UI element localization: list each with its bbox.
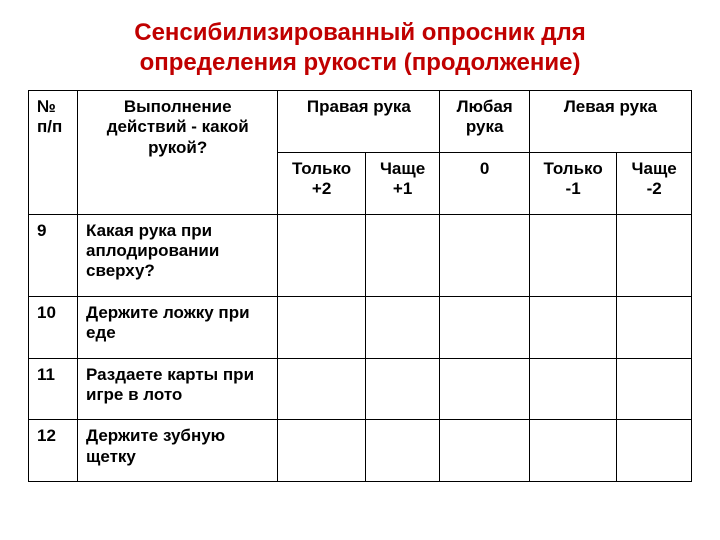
- cell-right-more: [365, 358, 440, 420]
- col-header-any-zero: 0: [440, 152, 530, 214]
- col-header-left-more: Чаще -2: [617, 152, 692, 214]
- cell-right-more: [365, 420, 440, 482]
- title-line-1: Сенсибилизированный опросник для: [134, 19, 585, 46]
- questionnaire-table: № п/п Выполнение действий - какой рукой?…: [28, 90, 692, 482]
- cell-right-only: [278, 358, 365, 420]
- cell-right-more: [365, 296, 440, 358]
- cell-right-only: [278, 296, 365, 358]
- cell-any: [440, 296, 530, 358]
- cell-left-more: [617, 358, 692, 420]
- cell-num: 12: [29, 420, 78, 482]
- cell-right-more: [365, 214, 440, 296]
- col-header-right-more: Чаще +1: [365, 152, 440, 214]
- cell-question: Держите ложку при еде: [78, 296, 278, 358]
- table-row: 10 Держите ложку при еде: [29, 296, 692, 358]
- cell-left-only: [529, 420, 616, 482]
- cell-num: 9: [29, 214, 78, 296]
- page: Сенсибилизированный опросник для определ…: [0, 0, 720, 540]
- col-header-question: Выполнение действий - какой рукой?: [78, 91, 278, 215]
- cell-any: [440, 420, 530, 482]
- col-header-any: Любая рука: [440, 91, 530, 153]
- cell-any: [440, 214, 530, 296]
- cell-num: 10: [29, 296, 78, 358]
- cell-left-more: [617, 296, 692, 358]
- cell-question: Раздаете карты при игре в лото: [78, 358, 278, 420]
- cell-any: [440, 358, 530, 420]
- cell-left-more: [617, 420, 692, 482]
- cell-left-only: [529, 296, 616, 358]
- cell-left-only: [529, 358, 616, 420]
- cell-left-only: [529, 214, 616, 296]
- table-row: 11 Раздаете карты при игре в лото: [29, 358, 692, 420]
- table-body: 9 Какая рука при аплодировании сверху? 1…: [29, 214, 692, 482]
- col-header-left-only: Только -1: [529, 152, 616, 214]
- title-line-2: определения рукости (продолжение): [140, 49, 581, 76]
- cell-num: 11: [29, 358, 78, 420]
- col-header-right-only: Только +2: [278, 152, 365, 214]
- header-row-1: № п/п Выполнение действий - какой рукой?…: [29, 91, 692, 153]
- cell-left-more: [617, 214, 692, 296]
- table-row: 12 Держите зубную щетку: [29, 420, 692, 482]
- page-title: Сенсибилизированный опросник для определ…: [28, 18, 692, 78]
- col-header-num: № п/п: [29, 91, 78, 215]
- table-row: 9 Какая рука при аплодировании сверху?: [29, 214, 692, 296]
- col-header-left: Левая рука: [529, 91, 691, 153]
- cell-right-only: [278, 214, 365, 296]
- cell-question: Какая рука при аплодировании сверху?: [78, 214, 278, 296]
- cell-right-only: [278, 420, 365, 482]
- cell-question: Держите зубную щетку: [78, 420, 278, 482]
- col-header-right: Правая рука: [278, 91, 440, 153]
